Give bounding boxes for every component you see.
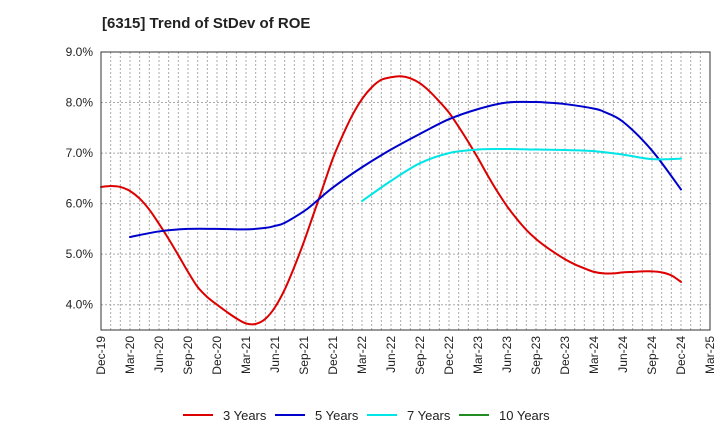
- x-tick-label: Mar-25: [703, 336, 717, 374]
- x-tick-label: Sep-24: [645, 336, 659, 375]
- x-tick-label: Mar-23: [471, 336, 485, 374]
- x-tick-label: Jun-20: [152, 336, 166, 373]
- legend-swatch: [275, 414, 305, 416]
- legend-label: 3 Years: [223, 407, 267, 423]
- x-tick-label: Sep-23: [529, 336, 543, 375]
- x-tick-label: Jun-22: [384, 336, 398, 373]
- x-tick-label: Dec-23: [558, 336, 572, 375]
- x-tick-label: Sep-21: [297, 336, 311, 375]
- legend-label: 5 Years: [315, 407, 359, 423]
- legend-item-7-years: 7 Years: [367, 404, 450, 426]
- x-tick-label: Jun-23: [500, 336, 514, 373]
- y-axis-tick-labels: 4.0% 5.0% 6.0% 7.0% 8.0% 9.0%: [66, 45, 94, 312]
- x-tick-label: Dec-24: [674, 336, 688, 375]
- legend-swatch: [367, 414, 397, 416]
- legend-item-3-years: 3 Years: [183, 404, 266, 426]
- legend-item-5-years: 5 Years: [275, 404, 358, 426]
- series-line-7-years: [361, 148, 682, 203]
- x-tick-label: Mar-20: [123, 336, 137, 374]
- legend-label: 7 Years: [407, 407, 451, 423]
- y-tick-label: 4.0%: [66, 298, 94, 312]
- plot-border: [100, 51, 711, 331]
- x-tick-label: Mar-22: [355, 336, 369, 374]
- x-tick-label: Sep-20: [181, 336, 195, 375]
- x-tick-label: Jun-21: [268, 336, 282, 373]
- series-line-5-years: [129, 100, 682, 238]
- x-tick-label: Jun-24: [616, 336, 630, 373]
- y-tick-label: 6.0%: [66, 197, 94, 211]
- x-axis-tick-labels: Dec-19 Mar-20 Jun-20 Sep-20 Dec-20 Mar-21 Jun-…: [94, 336, 717, 375]
- x-tick-label: Sep-22: [413, 336, 427, 375]
- legend-label: 10 Years: [499, 407, 550, 423]
- legend-swatch: [459, 414, 489, 416]
- x-tick-label: Mar-21: [239, 336, 253, 374]
- x-tick-label: Dec-22: [442, 336, 456, 375]
- y-tick-label: 9.0%: [66, 45, 94, 59]
- x-tick-label: Dec-19: [94, 336, 108, 375]
- legend-swatch: [183, 414, 213, 416]
- y-tick-label: 8.0%: [66, 96, 94, 110]
- series-line-3-years: [100, 75, 682, 326]
- series-lines: [100, 75, 682, 326]
- plot-area: [101, 52, 710, 330]
- y-tick-label: 5.0%: [66, 247, 94, 261]
- x-tick-label: Dec-21: [326, 336, 340, 375]
- legend-item-10-years: 10 Years: [459, 404, 550, 426]
- x-tick-label: Mar-24: [587, 336, 601, 374]
- x-tick-label: Dec-20: [210, 336, 224, 375]
- legend: 3 Years 5 Years 7 Years 10 Years: [0, 404, 720, 426]
- y-tick-label: 7.0%: [66, 146, 94, 160]
- chart-title: [6315] Trend of StDev of ROE: [102, 15, 311, 32]
